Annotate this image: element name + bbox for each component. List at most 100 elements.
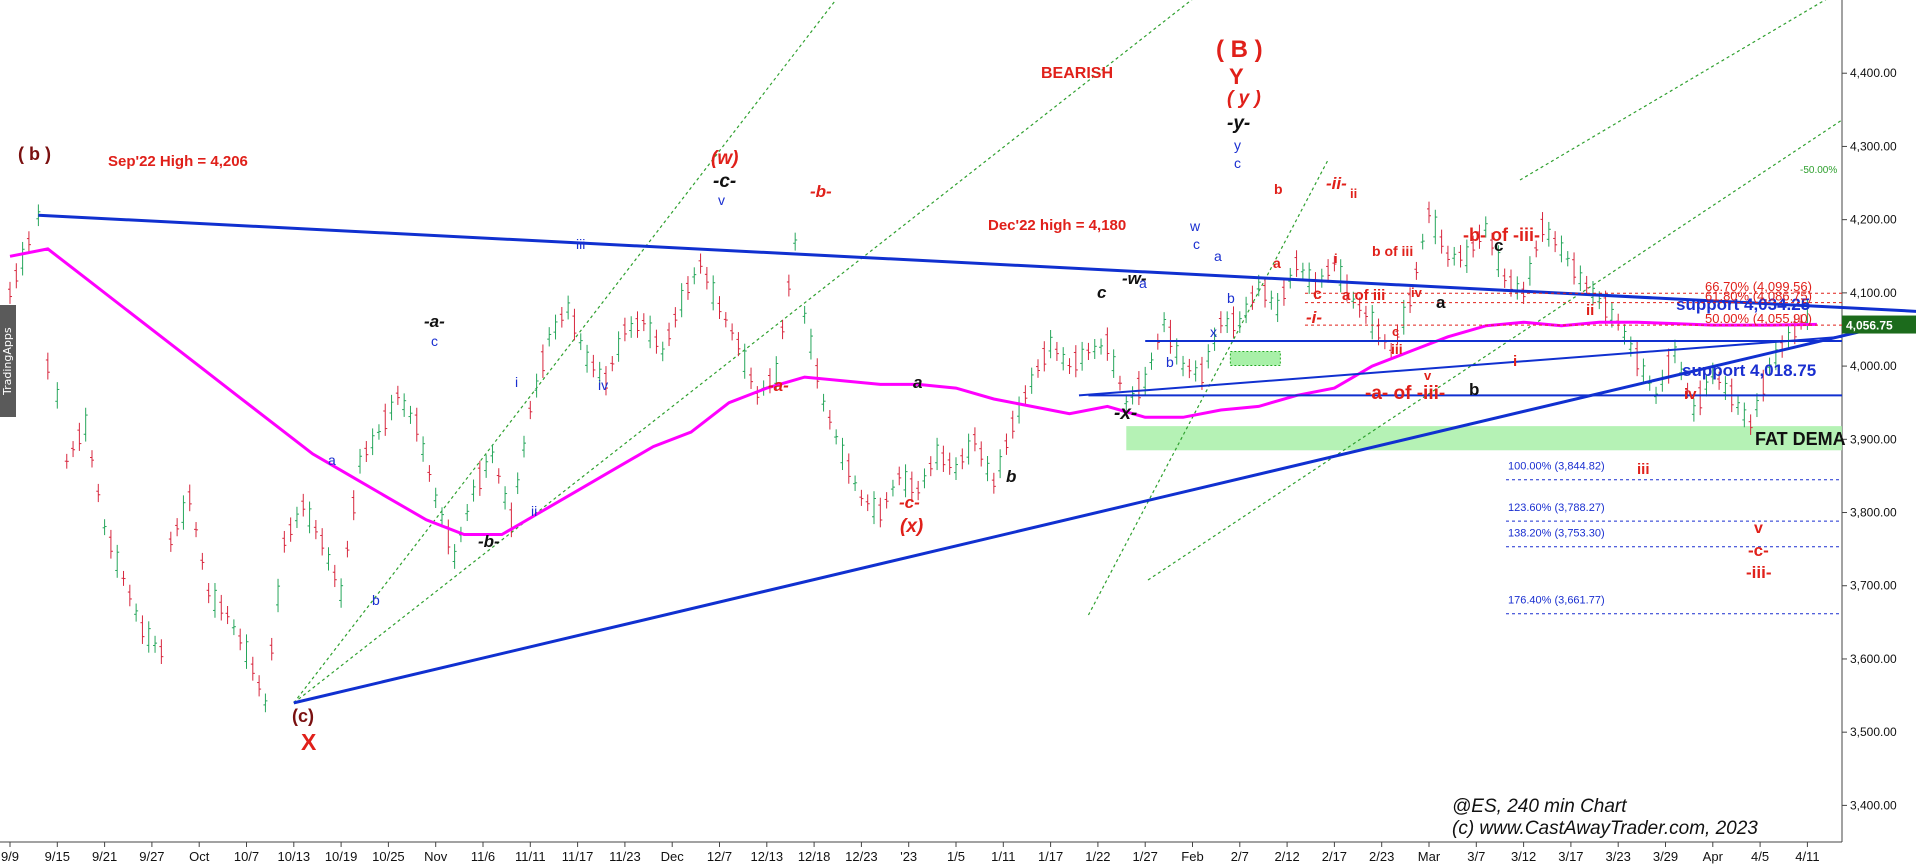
wave-label-b-red-feb: b <box>1274 181 1283 197</box>
channel-line <box>1519 0 1827 181</box>
x-tick-label: 12/18 <box>798 849 831 864</box>
wave-label-c-blue-top: c <box>1234 155 1241 171</box>
chart-credit-site: (c) www.CastAwayTrader.com, 2023 <box>1452 818 1758 839</box>
wave-label-w-blue: w <box>1190 218 1201 234</box>
trendline <box>293 316 1916 705</box>
wave-label-c-dash-black: -c- <box>713 171 737 192</box>
x-tick-label: 9/9 <box>1 849 19 864</box>
wave-label-a-blue-jan: a <box>1139 275 1147 291</box>
x-tick-label: 2/12 <box>1274 849 1299 864</box>
wave-label-c-black-mar: c <box>1494 236 1504 255</box>
x-tick-label: 10/13 <box>278 849 311 864</box>
demand-zone-label: FAT DEMA <box>1755 429 1846 449</box>
wave-label-c-paren: (c) <box>292 706 314 726</box>
wave-label-a-blue-oct: a <box>328 452 336 468</box>
wave-label-y-blue: y <box>1234 137 1241 153</box>
x-tick-label: Feb <box>1181 849 1203 864</box>
y-tick-label: 3,900.00 <box>1850 432 1897 446</box>
wave-label-y-paren: ( y ) <box>1227 88 1261 109</box>
wave-label-B-paren: ( B ) <box>1216 36 1263 63</box>
x-tick-label: 11/6 <box>471 849 495 864</box>
wave-label-a-dash-red: -a- <box>768 376 789 395</box>
x-tick-label: '23 <box>900 849 917 864</box>
fib-extension-label: 100.00% (3,844.82) <box>1508 461 1605 473</box>
x-tick-label: 2/7 <box>1231 849 1249 864</box>
trendline <box>38 213 1916 313</box>
y-tick-label: 3,700.00 <box>1850 579 1897 593</box>
wave-label-iii-dash-projection: -iii- <box>1746 563 1772 582</box>
x-tick-label: Nov <box>424 849 448 864</box>
x-tick-label: 12/13 <box>751 849 784 864</box>
x-tick-label: Oct <box>189 849 210 864</box>
wave-label-c-red-mid: c <box>1392 324 1400 339</box>
wave-label-x-paren: (x) <box>900 516 924 537</box>
x-tick-label: Apr <box>1703 849 1724 864</box>
wave-label-a-black-mar: a <box>1436 293 1446 312</box>
x-tick-label: 1/17 <box>1038 849 1063 864</box>
x-tick-label: 12/7 <box>707 849 732 864</box>
last-price-label: 4,056.75 <box>1846 319 1893 333</box>
annotation-sep-high: Sep'22 High = 4,206 <box>108 153 248 170</box>
y-tick-label: 3,500.00 <box>1850 725 1897 739</box>
x-tick-label: 10/7 <box>234 849 259 864</box>
wave-label-a-blue-feb: a <box>1214 248 1222 264</box>
wave-label-b-of-iii-dash: -b- of -iii- <box>1463 225 1540 245</box>
x-tick-label: 4/5 <box>1751 849 1769 864</box>
demand-zone <box>1126 426 1842 451</box>
x-tick-label: 3/7 <box>1467 849 1485 864</box>
x-tick-label: 3/23 <box>1606 849 1631 864</box>
x-tick-label: 3/17 <box>1558 849 1583 864</box>
wave-label-a-of-iii-dash: -a- of -iii- <box>1365 383 1446 404</box>
channel-line <box>293 0 1193 704</box>
x-tick-label: 1/22 <box>1085 849 1110 864</box>
wave-label-b-paren: ( b ) <box>18 144 51 164</box>
wave-label-ii-dash: -ii- <box>1326 174 1347 193</box>
wave-label-c-dash-projection: -c- <box>1748 541 1769 560</box>
wave-label-v-projection: v <box>1754 520 1763 537</box>
wave-label-c-blue-jan: c <box>1193 236 1200 252</box>
wave-label-w-dash: -w- <box>1122 269 1147 288</box>
wave-label-c-black-jan: c <box>1097 283 1107 302</box>
channel-line <box>293 0 837 704</box>
wave-label-ii-projection: ii <box>1586 302 1595 319</box>
x-tick-label: 2/23 <box>1369 849 1394 864</box>
support-label: support 4,018.75 <box>1682 361 1816 380</box>
x-tick-label: 3/29 <box>1653 849 1678 864</box>
wave-label-v-blue: v <box>718 192 725 208</box>
wave-label-ii-blue-nov: ii <box>531 503 538 519</box>
y-tick-label: 4,300.00 <box>1850 139 1897 153</box>
x-tick-label: 11/17 <box>562 849 594 864</box>
small-demand-box <box>1229 350 1281 366</box>
x-tick-label: 11/11 <box>515 849 546 864</box>
wave-label-ii-red-feb: ii <box>1350 186 1358 201</box>
x-tick-label: 10/25 <box>372 849 405 864</box>
wave-label-c-blue-oct: c <box>431 333 438 349</box>
wave-label-i-projection: i <box>1513 353 1518 370</box>
wave-label-i-red-feb: i <box>1334 251 1338 266</box>
x-tick-label: Mar <box>1418 849 1441 864</box>
wave-label-c-dash-red: -c- <box>899 493 920 512</box>
wave-label-i-blue-nov: i <box>515 374 519 390</box>
wave-label-a-dash-black: -a- <box>424 312 445 331</box>
wave-label-a-black-dec: a <box>913 373 923 392</box>
channel-line <box>1087 160 1328 616</box>
wave-label-w-paren: (w) <box>711 148 739 169</box>
wave-label-Y: Y <box>1229 64 1244 89</box>
wave-label-iii-projection: iii <box>1637 461 1650 478</box>
wave-label-a-red-feb: a <box>1273 255 1281 271</box>
x-tick-label: 1/11 <box>991 849 1015 864</box>
fib-retracement-label: 66.70% (4,099.56) <box>1705 279 1812 294</box>
x-tick-label: Dec <box>661 849 685 864</box>
wave-label-b-of-iii: b of iii <box>1372 243 1414 259</box>
wave-label-b-blue-jan: b <box>1166 354 1174 370</box>
fib-extension-label: 138.20% (3,753.30) <box>1508 528 1605 540</box>
x-tick-label: 3/12 <box>1511 849 1536 864</box>
y-tick-label: 4,200.00 <box>1850 213 1897 227</box>
wave-label-a-of-iii: a of iii <box>1342 287 1386 304</box>
fib-retracement-label: 61.80% (4,086.75) <box>1705 289 1812 304</box>
wave-label-c-red-feb: c <box>1313 286 1322 303</box>
x-tick-label: 11/23 <box>609 849 641 864</box>
annotation-dec-high: Dec'22 high = 4,180 <box>988 217 1127 234</box>
last-price-tag <box>1842 315 1916 334</box>
